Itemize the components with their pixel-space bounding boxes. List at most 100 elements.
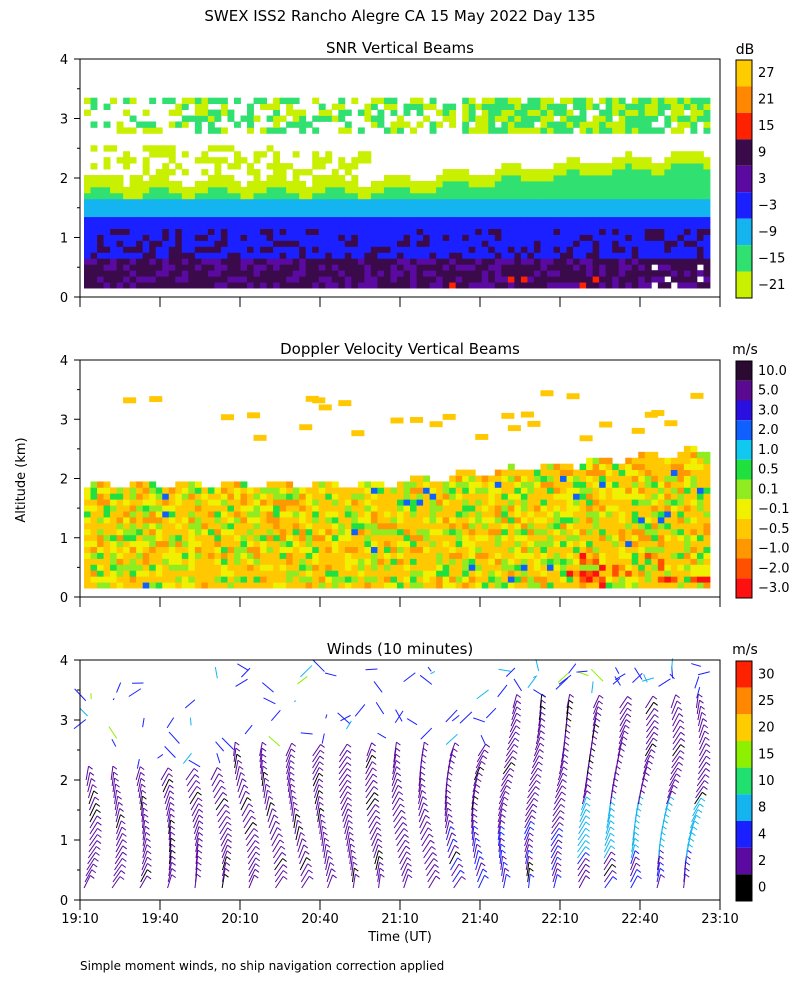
snr-cell (97, 186, 104, 194)
wind-barb (116, 826, 123, 841)
doppler-cell (546, 469, 554, 476)
snr-cell (136, 121, 144, 128)
wind-barb-feather (273, 814, 279, 819)
doppler-cell (514, 499, 522, 506)
snr-cell (657, 270, 665, 277)
doppler-cell (494, 511, 502, 518)
snr-cell (573, 192, 580, 200)
snr-cell (442, 115, 450, 122)
snr-cell (631, 97, 639, 105)
snr-cell (586, 121, 594, 128)
doppler-cell (644, 493, 652, 500)
snr-cell (279, 192, 287, 200)
doppler-cell (344, 564, 352, 571)
snr-cell (201, 198, 209, 206)
snr-cell (436, 216, 444, 224)
snr-cell (397, 216, 404, 224)
wind-barb-feather (227, 844, 232, 849)
doppler-cell (638, 558, 646, 565)
doppler-cell (286, 487, 294, 494)
doppler-cell (155, 505, 163, 512)
doppler-cell (168, 511, 176, 518)
doppler-cell (566, 564, 574, 571)
snr-cell (155, 240, 163, 247)
doppler-cell (338, 487, 346, 494)
snr-cell (410, 192, 417, 200)
snr-cell (696, 97, 704, 105)
snr-cell (84, 186, 91, 194)
snr-cell (410, 204, 417, 212)
snr-cell (149, 127, 157, 134)
snr-cell (123, 97, 131, 105)
doppler-cell (397, 511, 404, 518)
doppler-cell (638, 528, 646, 536)
wind-barb-feather (170, 825, 176, 830)
snr-cell (377, 222, 385, 229)
doppler-cell (592, 481, 600, 488)
snr-cell (436, 252, 444, 259)
wind-barb-feather (142, 795, 147, 800)
doppler-cell (618, 475, 626, 482)
snr-cell (266, 276, 274, 283)
snr-cell (240, 204, 248, 212)
wind-barb-feather (352, 855, 357, 860)
snr-cell (436, 282, 444, 289)
snr-cell (462, 169, 470, 176)
doppler-cell (579, 582, 587, 589)
doppler-cell (207, 493, 215, 500)
wind-barb (419, 821, 428, 835)
snr-cell (540, 115, 548, 122)
doppler-cell (455, 469, 463, 476)
doppler-cell (455, 552, 463, 559)
snr-cell (527, 103, 535, 110)
doppler-cell (312, 481, 320, 488)
snr-cell (514, 186, 522, 194)
doppler-cell (90, 570, 98, 577)
doppler-cell (651, 534, 659, 542)
doppler-cell (670, 546, 678, 553)
doppler-cell (103, 546, 111, 553)
snr-cell (488, 127, 496, 134)
snr-cell (207, 228, 215, 235)
snr-cell (527, 115, 535, 122)
doppler-cell (592, 534, 600, 542)
snr-cell (344, 186, 352, 194)
snr-cell (390, 210, 398, 218)
doppler-cell (110, 528, 118, 536)
snr-cell (220, 97, 228, 105)
snr-cell (201, 270, 209, 277)
doppler-cell (299, 570, 307, 577)
doppler-cell (227, 552, 235, 559)
doppler-cell (514, 540, 522, 548)
snr-cell (123, 276, 131, 283)
snr-cell (207, 204, 215, 212)
wind-barb-feather (291, 742, 297, 747)
doppler-cell (651, 552, 659, 559)
wind-barb (418, 796, 424, 811)
snr-cell (168, 97, 176, 105)
doppler-cell (651, 457, 659, 465)
doppler-cell (638, 511, 646, 518)
doppler-cell (390, 546, 398, 553)
snr-cell (540, 186, 548, 194)
doppler-cell (592, 469, 600, 476)
snr-cell (253, 276, 261, 283)
snr-cell (233, 222, 241, 229)
doppler-cell (423, 475, 431, 482)
doppler-cell (247, 511, 254, 518)
snr-cell (110, 228, 118, 235)
snr-cell (103, 234, 111, 241)
doppler-cell (90, 582, 98, 589)
wind-barb (312, 773, 320, 787)
snr-cell (599, 270, 607, 277)
snr-cell (338, 157, 346, 164)
doppler-cell (344, 505, 352, 512)
doppler-cell (97, 511, 104, 518)
doppler-cell (364, 540, 372, 548)
doppler-cell (227, 564, 235, 571)
colorbar-swatch (736, 245, 752, 272)
wind-barb (111, 772, 115, 787)
wind-barb (426, 864, 435, 877)
snr-panel-title: SNR Vertical Beams (326, 39, 474, 57)
doppler-cell (696, 564, 704, 571)
